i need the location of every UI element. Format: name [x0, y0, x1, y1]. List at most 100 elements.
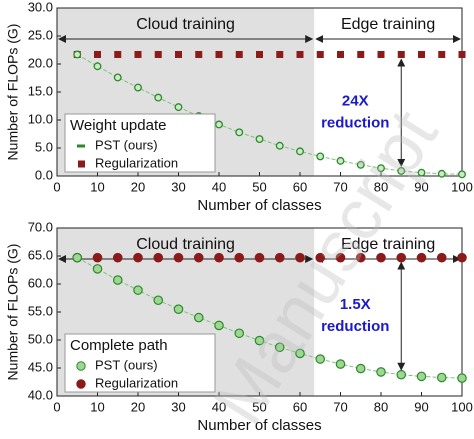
marker — [154, 93, 163, 102]
marker — [174, 103, 183, 112]
marker — [357, 50, 365, 58]
marker — [376, 367, 386, 377]
y-axis-label: Number of FLOPs (G) — [5, 244, 21, 381]
marker — [437, 169, 446, 178]
marker — [355, 252, 366, 263]
marker — [316, 152, 325, 161]
marker — [255, 135, 264, 143]
marker — [315, 354, 326, 364]
y-tick-label: 45.0 — [28, 359, 53, 374]
marker — [175, 50, 182, 58]
reduction-label: reduction — [321, 115, 389, 132]
x-tick-label: 70 — [333, 179, 347, 194]
legend-title: Complete path — [70, 337, 168, 354]
chart: Cloud training Edge training 0.0 5.0 10.0 15.… — [5, 0, 473, 214]
chart: Cloud training Edge training 40.0 45.0 50.0 5… — [5, 219, 473, 434]
x-tick-label: 20 — [131, 399, 145, 414]
region-label: Edge training — [341, 236, 435, 253]
x-tick-label: 80 — [374, 179, 388, 194]
legend-marker — [78, 160, 85, 168]
legend-label: PST (ours) — [95, 357, 158, 372]
marker — [377, 164, 385, 173]
marker — [377, 50, 385, 58]
marker — [458, 170, 466, 179]
reduction-label: 24X — [342, 93, 369, 110]
marker — [133, 285, 143, 295]
marker — [234, 252, 245, 263]
marker — [254, 335, 265, 346]
marker — [295, 348, 305, 359]
x-tick-label: 60 — [293, 399, 307, 414]
marker — [193, 312, 204, 323]
x-axis-label: Number of classes — [197, 197, 321, 214]
marker — [335, 252, 346, 263]
y-tick-label: 60.0 — [28, 275, 53, 290]
marker — [438, 50, 446, 58]
x-tick-label: 0 — [53, 179, 60, 194]
marker — [275, 141, 284, 150]
marker — [214, 320, 224, 331]
legend-box — [64, 113, 216, 173]
region-label: Edge training — [341, 16, 435, 33]
marker — [72, 252, 83, 263]
y-tick-label: 20.0 — [28, 55, 53, 70]
marker — [295, 252, 305, 263]
x-tick-label: 50 — [252, 179, 266, 194]
marker — [215, 50, 223, 58]
marker — [296, 50, 304, 58]
marker — [397, 167, 406, 175]
y-tick-label: 50.0 — [28, 331, 53, 346]
marker — [396, 369, 407, 380]
x-tick-label: 90 — [414, 179, 428, 194]
marker — [276, 50, 284, 58]
x-tick-label: 90 — [414, 399, 428, 414]
x-tick-label: 10 — [90, 179, 104, 194]
marker — [153, 295, 164, 306]
legend-marker — [76, 379, 86, 389]
marker — [235, 128, 244, 137]
marker — [416, 252, 427, 263]
x-tick-label: 10 — [90, 399, 104, 414]
legend-box — [64, 333, 216, 393]
marker — [195, 50, 203, 58]
marker — [94, 50, 101, 58]
x-tick-label: 100 — [451, 399, 473, 414]
y-tick-label: 40.0 — [28, 387, 53, 402]
legend-label: Regularization — [95, 155, 178, 170]
marker — [417, 168, 426, 177]
marker — [337, 50, 344, 58]
x-tick-label: 40 — [212, 179, 226, 194]
x-tick-label: 80 — [374, 399, 388, 414]
marker — [92, 252, 103, 263]
marker — [73, 50, 82, 59]
marker — [173, 252, 184, 263]
reduction-label: reduction — [321, 318, 389, 335]
marker — [336, 156, 345, 165]
marker — [153, 252, 164, 263]
x-tick-label: 20 — [131, 179, 145, 194]
marker — [133, 252, 143, 263]
marker — [457, 373, 467, 383]
x-tick-label: 40 — [212, 399, 226, 414]
y-tick-label: 30.0 — [28, 0, 53, 14]
marker — [296, 147, 304, 156]
y-tick-label: 10.0 — [28, 111, 53, 126]
marker — [154, 50, 162, 58]
legend-marker — [77, 144, 85, 148]
marker — [436, 252, 447, 263]
y-tick-label: 15.0 — [28, 83, 53, 98]
marker — [458, 50, 466, 58]
legend-title: Weight update — [70, 117, 166, 134]
region-label: Cloud training — [136, 16, 235, 33]
marker — [173, 304, 184, 314]
marker — [315, 252, 326, 263]
marker — [112, 252, 123, 263]
marker — [134, 50, 142, 58]
x-tick-label: 100 — [451, 179, 473, 194]
marker — [418, 50, 425, 58]
x-tick-label: 0 — [53, 399, 60, 414]
marker — [335, 359, 346, 369]
marker — [214, 252, 224, 263]
